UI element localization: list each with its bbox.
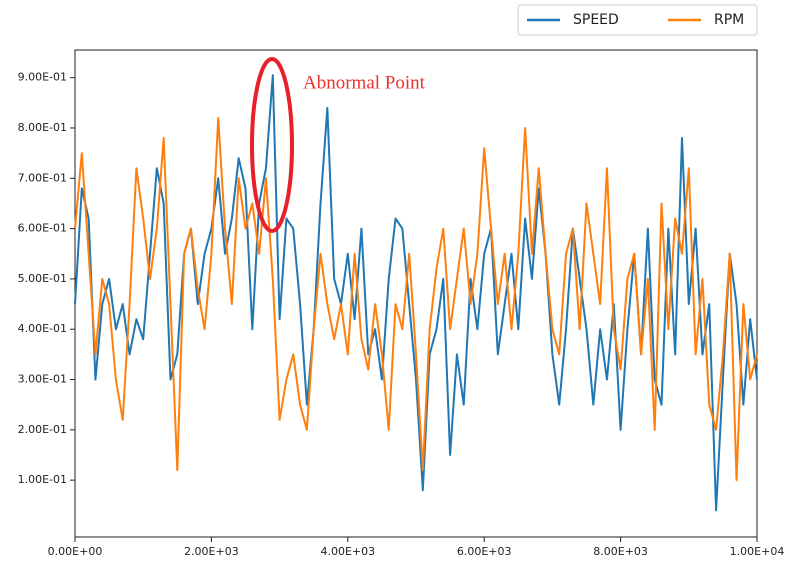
legend-label: SPEED (573, 12, 619, 28)
x-tick-label: 1.00E+04 (730, 545, 785, 558)
y-tick-label: 4.00E-01 (18, 322, 67, 335)
plot-marks (74, 74, 758, 512)
x-tick-label: 8.00E+03 (593, 545, 648, 558)
x-tick-label: 2.00E+03 (184, 545, 239, 558)
x-tick-label: 6.00E+03 (457, 545, 512, 558)
y-tick-label: 9.00E-01 (18, 71, 67, 84)
y-tick-label: 5.00E-01 (18, 272, 67, 285)
y-tick-label: 6.00E-01 (18, 222, 67, 235)
line-series (74, 116, 758, 482)
y-tick-label: 2.00E-01 (18, 423, 67, 436)
y-tick-label: 7.00E-01 (18, 171, 67, 184)
x-tick-label: 4.00E+03 (320, 545, 375, 558)
y-tick-label: 3.00E-01 (18, 373, 67, 386)
x-tick-label: 0.00E+00 (48, 545, 103, 558)
legend-label: RPM (714, 12, 744, 28)
y-tick-label: 1.00E-01 (18, 473, 67, 486)
y-tick-label: 8.00E-01 (18, 121, 67, 134)
legend (517, 4, 758, 36)
legend-entries: SPEED RPM (527, 12, 744, 28)
annotation: Abnormal Point (303, 72, 426, 93)
annotation-ellipse (250, 57, 294, 233)
